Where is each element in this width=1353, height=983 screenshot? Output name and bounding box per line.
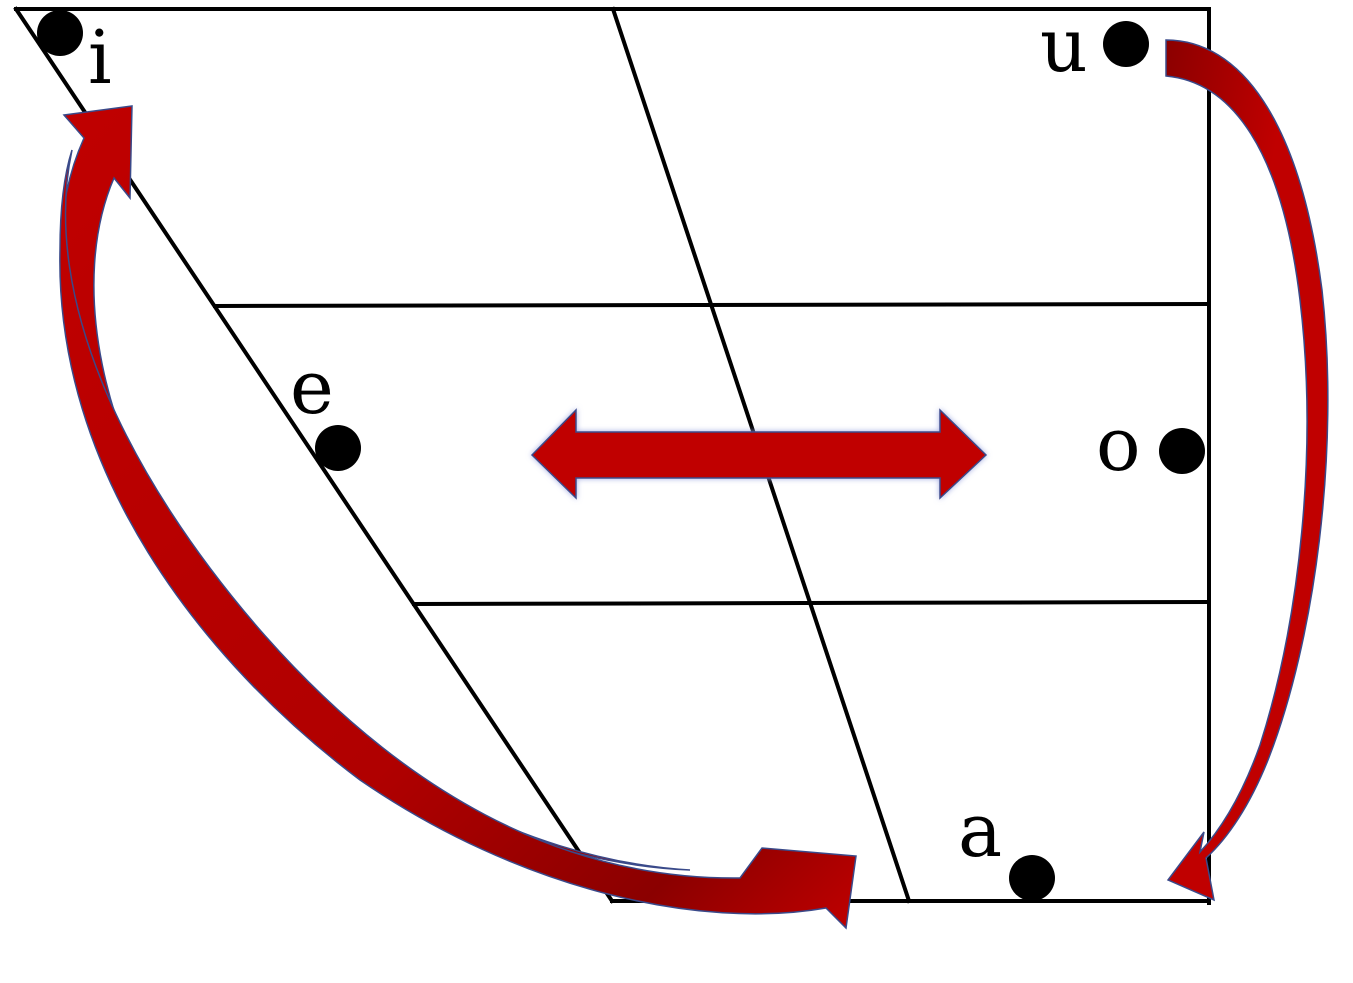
shift-arrows bbox=[59, 39, 1329, 930]
vowel-o-dot bbox=[1159, 428, 1205, 474]
arrow-i-to-a bbox=[59, 149, 857, 930]
vowel-i: i bbox=[37, 10, 112, 101]
vowel-i-dot bbox=[37, 10, 83, 56]
vowel-o: o bbox=[1096, 402, 1205, 488]
vowel-e-label: e bbox=[290, 345, 334, 431]
vowel-e-dot bbox=[315, 425, 361, 471]
vowel-i-label: i bbox=[88, 15, 112, 101]
vowel-e: e bbox=[290, 345, 361, 471]
arrow-e-o-double bbox=[530, 408, 988, 500]
vowel-o-label: o bbox=[1096, 402, 1141, 488]
vowel-a: a bbox=[958, 788, 1055, 901]
grid-open-mid-line bbox=[411, 599, 1212, 607]
vowel-u-label: u bbox=[1040, 3, 1088, 89]
grid-close-mid-line bbox=[212, 301, 1212, 309]
vowel-markers: i u e o a bbox=[37, 3, 1205, 901]
vowel-u: u bbox=[1040, 3, 1149, 89]
vowel-u-dot bbox=[1103, 21, 1149, 67]
arrow-u-to-a bbox=[1165, 39, 1329, 902]
vowel-a-label: a bbox=[958, 788, 1002, 874]
vowel-a-dot bbox=[1009, 855, 1055, 901]
